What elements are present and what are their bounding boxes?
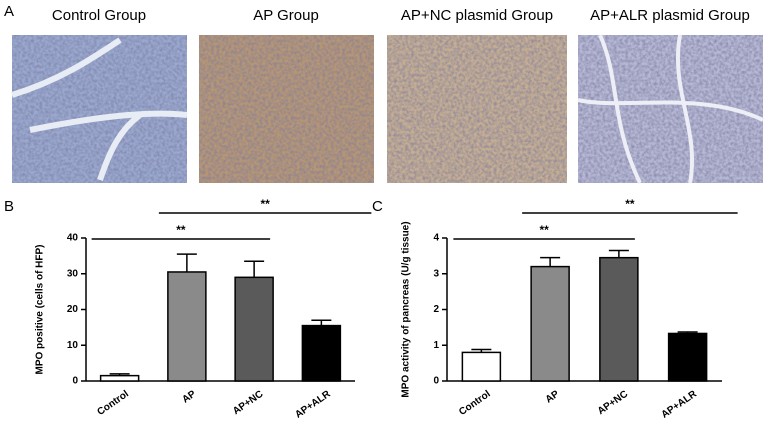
- bar: [301, 324, 342, 382]
- x-tick-label: AP: [544, 388, 562, 405]
- y-tick-label: 2: [433, 304, 439, 315]
- bar: [461, 351, 502, 382]
- x-tick-label: AP+ALR: [660, 388, 700, 421]
- y-tick-label: 10: [67, 340, 79, 351]
- bar: [234, 276, 274, 382]
- texture: [12, 35, 187, 183]
- y-axis-label: MPO positive (cells of HFP): [35, 244, 46, 374]
- panel-title: Control Group: [52, 7, 146, 24]
- y-tick-label: 4: [433, 233, 439, 244]
- panel-title: AP+NC plasmid Group: [401, 7, 553, 24]
- panel-title: AP Group: [253, 7, 319, 24]
- y-tick-label: 30: [67, 268, 79, 279]
- significance-label: **: [176, 223, 186, 237]
- x-tick-label: Control: [95, 388, 131, 418]
- panel-title: AP+ALR plasmid Group: [590, 7, 750, 24]
- bar: [667, 332, 708, 382]
- panel-label: C: [372, 198, 383, 215]
- x-tick-label: AP+NC: [596, 389, 630, 418]
- texture: [387, 35, 567, 183]
- y-tick-label: 1: [433, 340, 439, 351]
- x-tick-label: AP: [180, 388, 198, 405]
- significance-label: **: [539, 223, 549, 237]
- significance-label: **: [260, 197, 270, 211]
- vessel: [11, 37, 188, 181]
- bar: [599, 256, 639, 382]
- texture: [199, 35, 374, 183]
- panel-label: A: [4, 3, 14, 20]
- significance-label: **: [625, 197, 635, 211]
- bar: [530, 265, 570, 382]
- vessel: [577, 34, 764, 184]
- y-tick-label: 20: [67, 304, 79, 315]
- bar: [99, 374, 140, 382]
- y-tick-label: 0: [72, 376, 78, 387]
- y-tick-label: 0: [433, 376, 439, 387]
- panel-label: B: [4, 198, 14, 215]
- micrographs: [11, 34, 764, 184]
- x-tick-label: Control: [457, 388, 493, 418]
- x-tick-label: AP+ALR: [293, 388, 333, 421]
- bar: [167, 271, 207, 382]
- x-tick-label: AP+NC: [231, 389, 265, 418]
- y-axis-label: MPO activity of pancreas (U/g tissue): [401, 221, 412, 397]
- y-tick-label: 3: [433, 268, 439, 279]
- y-tick-label: 40: [67, 233, 79, 244]
